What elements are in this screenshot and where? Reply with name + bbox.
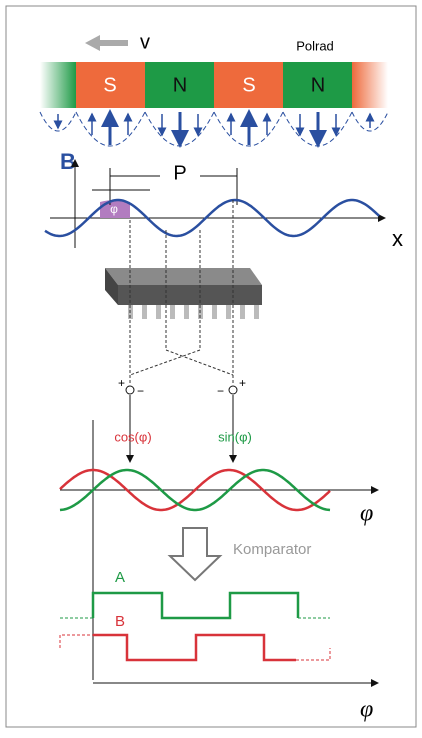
period-dimension [92,168,238,205]
sin-wave [59,468,331,512]
pole-label: S [103,74,116,96]
pole-label: N [311,74,325,96]
phase-area [100,200,130,218]
speed-label: v [140,31,150,53]
motion-arrow [85,35,128,51]
sensor-leads [129,200,234,385]
magnet-strip [40,62,388,108]
phase-axis-label: φ [360,697,373,723]
position-label: x [392,226,403,251]
wheel-label: Polrad [296,38,334,53]
sign: − [137,384,144,398]
b-signal-ext [59,634,331,661]
terminal [125,385,135,395]
b-label: B [115,613,125,630]
comparator-label: Komparator [233,541,311,558]
sign: + [239,376,246,390]
phase-label: φ [110,202,118,216]
pole-label: N [173,74,187,96]
phase-axis-label: φ [360,501,373,527]
terminal [228,385,238,395]
field-wave [44,198,380,238]
a-signal [91,591,300,620]
a-label: A [115,569,125,586]
sensor-chip [105,268,262,319]
sign: + [118,376,125,390]
period-label: P [173,162,186,184]
b-signal [93,633,296,662]
cos-wave [59,468,331,512]
field-arrows [53,109,375,148]
field-axis-label: B [60,149,76,174]
comparator-arrow [167,527,223,582]
cos-label: cos(φ) [114,429,151,444]
sign: − [217,384,224,398]
frame [5,5,417,728]
sin-label: sin(φ) [218,429,252,444]
pole-label: S [242,74,255,96]
